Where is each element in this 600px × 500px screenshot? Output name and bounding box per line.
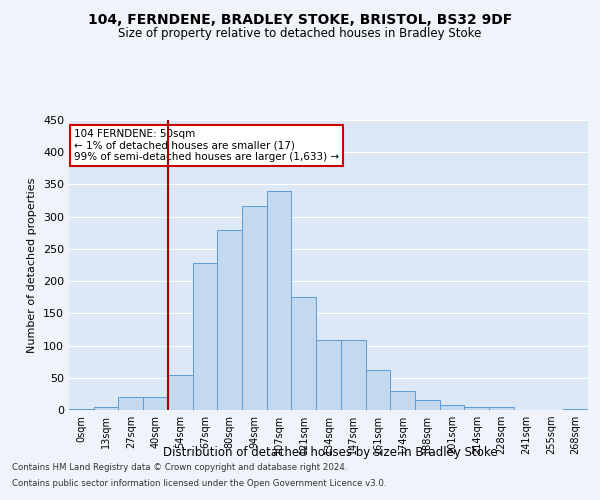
Bar [217,230,242,410]
Bar [365,370,390,410]
Bar [440,405,464,410]
Bar [292,296,316,410]
Bar [267,191,292,410]
Bar [143,397,168,410]
Text: Contains HM Land Registry data © Crown copyright and database right 2024.: Contains HM Land Registry data © Crown c… [12,464,347,472]
Bar [193,263,217,410]
Text: Size of property relative to detached houses in Bradley Stoke: Size of property relative to detached ho… [118,28,482,40]
Bar [563,408,588,410]
Bar [242,206,267,410]
Bar [390,390,415,410]
Bar [464,407,489,410]
Bar [168,375,193,410]
Text: Distribution of detached houses by size in Bradley Stoke: Distribution of detached houses by size … [163,446,497,459]
Bar [415,400,440,410]
Bar [316,340,341,410]
Text: 104 FERNDENE: 50sqm
← 1% of detached houses are smaller (17)
99% of semi-detache: 104 FERNDENE: 50sqm ← 1% of detached hou… [74,128,340,162]
Bar [489,407,514,410]
Bar [94,407,118,410]
Text: 104, FERNDENE, BRADLEY STOKE, BRISTOL, BS32 9DF: 104, FERNDENE, BRADLEY STOKE, BRISTOL, B… [88,12,512,26]
Bar [69,408,94,410]
Y-axis label: Number of detached properties: Number of detached properties [28,178,37,352]
Bar [341,340,365,410]
Bar [118,397,143,410]
Text: Contains public sector information licensed under the Open Government Licence v3: Contains public sector information licen… [12,478,386,488]
